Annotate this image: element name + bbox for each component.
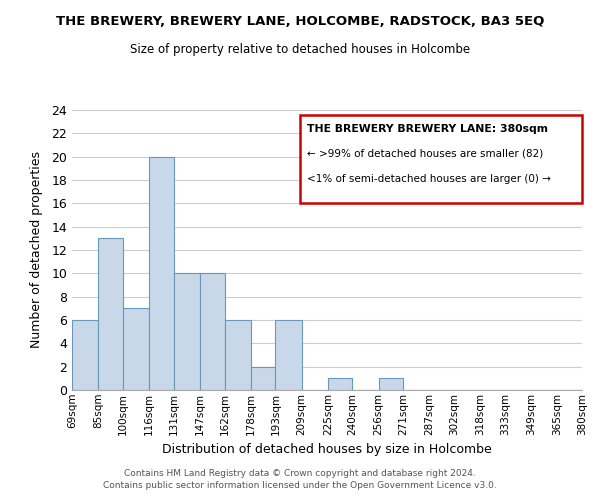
Bar	[224, 320, 251, 390]
Text: Contains HM Land Registry data © Crown copyright and database right 2024.: Contains HM Land Registry data © Crown c…	[124, 468, 476, 477]
Bar	[275, 320, 302, 390]
Bar	[173, 274, 200, 390]
Text: ← >99% of detached houses are smaller (82): ← >99% of detached houses are smaller (8…	[307, 149, 544, 159]
Text: THE BREWERY BREWERY LANE: 380sqm: THE BREWERY BREWERY LANE: 380sqm	[307, 124, 548, 134]
Bar	[200, 274, 224, 390]
Bar	[123, 308, 149, 390]
Text: THE BREWERY, BREWERY LANE, HOLCOMBE, RADSTOCK, BA3 5EQ: THE BREWERY, BREWERY LANE, HOLCOMBE, RAD…	[56, 15, 544, 28]
X-axis label: Distribution of detached houses by size in Holcombe: Distribution of detached houses by size …	[162, 443, 492, 456]
Bar	[251, 366, 275, 390]
Bar	[98, 238, 123, 390]
Bar	[72, 320, 98, 390]
Text: Contains public sector information licensed under the Open Government Licence v3: Contains public sector information licen…	[103, 481, 497, 490]
Bar	[149, 156, 173, 390]
Text: Size of property relative to detached houses in Holcombe: Size of property relative to detached ho…	[130, 42, 470, 56]
Y-axis label: Number of detached properties: Number of detached properties	[30, 152, 43, 348]
Bar	[379, 378, 403, 390]
Text: <1% of semi-detached houses are larger (0) →: <1% of semi-detached houses are larger (…	[307, 174, 551, 184]
Bar	[328, 378, 352, 390]
